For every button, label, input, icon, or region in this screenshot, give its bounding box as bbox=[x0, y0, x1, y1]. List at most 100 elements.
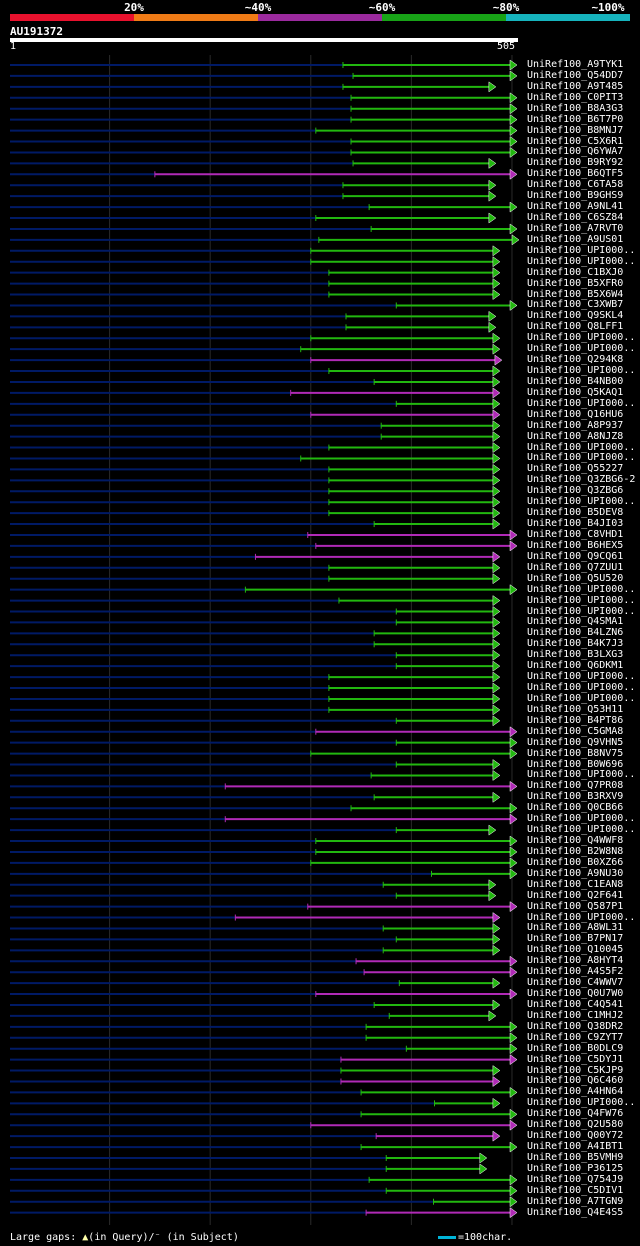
hit-label[interactable]: UniRef100_C5DYJ1 bbox=[527, 1053, 624, 1065]
hit-label[interactable]: UniRef100_UPI000.. bbox=[527, 332, 636, 344]
hit-label[interactable]: UniRef100_B0XZ66 bbox=[527, 856, 624, 868]
hit-label[interactable]: UniRef100_Q0CB66 bbox=[527, 802, 624, 814]
hit-label[interactable]: UniRef100_Q6DKM1 bbox=[527, 660, 624, 672]
hit-label[interactable]: UniRef100_C8VHD1 bbox=[527, 528, 624, 540]
hit-label[interactable]: UniRef100_Q8LFF1 bbox=[527, 321, 624, 333]
hit-label[interactable]: UniRef100_Q5U520 bbox=[527, 572, 624, 584]
hit-label[interactable]: UniRef100_B9GHS9 bbox=[527, 190, 624, 202]
hit-label[interactable]: UniRef100_B6T7P0 bbox=[527, 113, 624, 125]
hit-label[interactable]: UniRef100_Q2U580 bbox=[527, 1119, 624, 1131]
hit-label[interactable]: UniRef100_Q5KAQ1 bbox=[527, 386, 624, 398]
hit-label[interactable]: UniRef100_UPI000.. bbox=[527, 605, 636, 617]
hit-label[interactable]: UniRef100_C5KJP9 bbox=[527, 1064, 624, 1076]
hit-label[interactable]: UniRef100_C1EAN8 bbox=[527, 878, 624, 890]
hit-label[interactable]: UniRef100_A4HN64 bbox=[527, 1086, 624, 1098]
hit-label[interactable]: UniRef100_Q9CQ61 bbox=[527, 550, 624, 562]
hit-label[interactable]: UniRef100_B4LZN6 bbox=[527, 627, 624, 639]
hit-label[interactable]: UniRef100_UPI000.. bbox=[527, 682, 636, 693]
hit-label[interactable]: UniRef100_Q10045 bbox=[527, 944, 624, 956]
hit-label[interactable]: UniRef100_UPI000.. bbox=[527, 813, 636, 825]
hit-label[interactable]: UniRef100_Q587P1 bbox=[527, 900, 624, 912]
hit-label[interactable]: UniRef100_B5DEV8 bbox=[527, 507, 624, 519]
hit-label[interactable]: UniRef100_B8NV75 bbox=[527, 747, 624, 759]
hit-label[interactable]: UniRef100_B5VMH9 bbox=[527, 1152, 624, 1163]
hit-label[interactable]: UniRef100_Q4FW76 bbox=[527, 1108, 624, 1120]
hit-label[interactable]: UniRef100_Q4E4S5 bbox=[527, 1206, 624, 1218]
hit-label[interactable]: UniRef100_UPI000.. bbox=[527, 824, 636, 836]
hit-label[interactable]: UniRef100_C9ZYT7 bbox=[527, 1031, 624, 1043]
hit-label[interactable]: UniRef100_Q0U7W0 bbox=[527, 988, 624, 1000]
hit-label[interactable]: UniRef100_UPI000.. bbox=[527, 244, 636, 256]
hit-label[interactable]: UniRef100_B5X6W4 bbox=[527, 288, 624, 300]
hit-label[interactable]: UniRef100_B2W8N8 bbox=[527, 845, 624, 857]
hit-label[interactable]: UniRef100_B5XFR0 bbox=[527, 277, 624, 289]
hit-label[interactable]: UniRef100_C5DIV1 bbox=[527, 1184, 624, 1196]
hit-label[interactable]: UniRef100_P36125 bbox=[527, 1162, 624, 1174]
hit-label[interactable]: UniRef100_Q53H11 bbox=[527, 703, 624, 715]
hit-label[interactable]: UniRef100_UPI000.. bbox=[527, 452, 636, 464]
hit-label[interactable]: UniRef100_A8WL31 bbox=[527, 922, 624, 934]
hit-label[interactable]: UniRef100_UPI000.. bbox=[527, 583, 636, 595]
hit-label[interactable]: UniRef100_A8P937 bbox=[527, 419, 624, 431]
hit-label[interactable]: UniRef100_UPI000.. bbox=[527, 911, 636, 923]
hit-label[interactable]: UniRef100_Q2F641 bbox=[527, 889, 624, 901]
hit-label[interactable]: UniRef100_B0DLC9 bbox=[527, 1042, 624, 1054]
hit-label[interactable]: UniRef100_B4K7J3 bbox=[527, 638, 624, 650]
hit-label[interactable]: UniRef100_A4S5F2 bbox=[527, 966, 624, 978]
hit-label[interactable]: UniRef100_A8HYT4 bbox=[527, 955, 624, 967]
hit-label[interactable]: UniRef100_B3RXV9 bbox=[527, 791, 624, 803]
hit-label[interactable]: UniRef100_A9NU30 bbox=[527, 867, 624, 879]
hit-label[interactable]: UniRef100_C4WWV7 bbox=[527, 977, 624, 989]
hit-label[interactable]: UniRef100_C3XWB7 bbox=[527, 299, 624, 311]
hit-label[interactable]: UniRef100_Q3ZBG6 bbox=[527, 485, 624, 497]
hit-label[interactable]: UniRef100_C4Q541 bbox=[527, 998, 624, 1010]
hit-label[interactable]: UniRef100_Q9VHN5 bbox=[527, 736, 624, 748]
hit-label[interactable]: UniRef100_C1BXJ0 bbox=[527, 266, 624, 278]
hit-label[interactable]: UniRef100_B6QTF5 bbox=[527, 168, 624, 180]
hit-label[interactable]: UniRef100_Q9SKL4 bbox=[527, 310, 624, 322]
hit-label[interactable]: UniRef100_C6TA58 bbox=[527, 179, 624, 191]
hit-label[interactable]: UniRef100_UPI000.. bbox=[527, 365, 636, 377]
hit-label[interactable]: UniRef100_Q7PR08 bbox=[527, 780, 624, 792]
hit-label[interactable]: UniRef100_Q55227 bbox=[527, 463, 624, 475]
hit-label[interactable]: UniRef100_A9TYK1 bbox=[527, 59, 624, 70]
hit-label[interactable]: UniRef100_UPI000.. bbox=[527, 671, 636, 683]
hit-label[interactable]: UniRef100_Q3ZBG6-2 bbox=[527, 474, 636, 486]
hit-label[interactable]: UniRef100_C1MHJ2 bbox=[527, 1009, 624, 1021]
hit-label[interactable]: UniRef100_UPI000.. bbox=[527, 692, 636, 704]
hit-label[interactable]: UniRef100_C5X6R1 bbox=[527, 135, 624, 147]
hit-label[interactable]: UniRef100_Q16HU6 bbox=[527, 408, 624, 420]
hit-label[interactable]: UniRef100_Q4SMA1 bbox=[527, 616, 624, 628]
hit-label[interactable]: UniRef100_C5GMA8 bbox=[527, 725, 624, 737]
hit-label[interactable]: UniRef100_A9T485 bbox=[527, 80, 624, 92]
hit-label[interactable]: UniRef100_UPI000.. bbox=[527, 441, 636, 453]
hit-label[interactable]: UniRef100_B8MNJ7 bbox=[527, 124, 624, 136]
hit-label[interactable]: UniRef100_A4IBT1 bbox=[527, 1141, 624, 1153]
hit-label[interactable]: UniRef100_B4NB00 bbox=[527, 375, 624, 387]
hit-label[interactable]: UniRef100_Q38DR2 bbox=[527, 1020, 624, 1032]
hit-label[interactable]: UniRef100_A7RVT0 bbox=[527, 222, 624, 234]
hit-label[interactable]: UniRef100_B4JI03 bbox=[527, 518, 624, 530]
hit-label[interactable]: UniRef100_UPI000.. bbox=[527, 496, 636, 508]
hit-label[interactable]: UniRef100_UPI000.. bbox=[527, 1097, 636, 1109]
hit-label[interactable]: UniRef100_Q754J9 bbox=[527, 1173, 624, 1185]
hit-label[interactable]: UniRef100_B6HEX5 bbox=[527, 539, 624, 551]
hit-label[interactable]: UniRef100_Q7ZUU1 bbox=[527, 561, 624, 573]
hit-label[interactable]: UniRef100_A9US01 bbox=[527, 233, 624, 245]
hit-label[interactable]: UniRef100_B7PN17 bbox=[527, 933, 624, 945]
hit-label[interactable]: UniRef100_B3LXG3 bbox=[527, 649, 624, 661]
hit-label[interactable]: UniRef100_UPI000.. bbox=[527, 769, 636, 781]
hit-label[interactable]: UniRef100_C0PIT3 bbox=[527, 91, 624, 103]
hit-label[interactable]: UniRef100_B4PT86 bbox=[527, 714, 624, 726]
hit-label[interactable]: UniRef100_B8A3G3 bbox=[527, 102, 624, 114]
hit-label[interactable]: UniRef100_B9RY92 bbox=[527, 157, 624, 169]
hit-label[interactable]: UniRef100_A7TGN9 bbox=[527, 1195, 624, 1207]
hit-label[interactable]: UniRef100_C6SZ84 bbox=[527, 212, 624, 224]
hit-label[interactable]: UniRef100_UPI000.. bbox=[527, 343, 636, 355]
hit-label[interactable]: UniRef100_Q6YWA7 bbox=[527, 146, 624, 158]
hit-label[interactable]: UniRef100_B0W696 bbox=[527, 758, 624, 770]
hit-label[interactable]: UniRef100_UPI000.. bbox=[527, 594, 636, 606]
hit-label[interactable]: UniRef100_Q54DD7 bbox=[527, 69, 624, 81]
hit-label[interactable]: UniRef100_UPI000.. bbox=[527, 255, 636, 267]
hit-label[interactable]: UniRef100_A8NJZ8 bbox=[527, 430, 624, 442]
